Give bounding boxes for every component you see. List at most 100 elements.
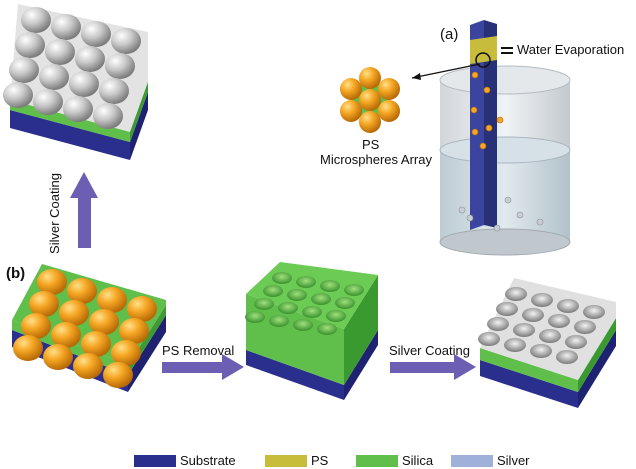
silver-sphere bbox=[9, 57, 39, 83]
ps-sphere bbox=[103, 362, 133, 388]
silver-hole bbox=[565, 335, 587, 349]
silica-hole bbox=[245, 311, 265, 323]
ps-microsphere bbox=[359, 89, 381, 111]
magnify-circle-icon bbox=[475, 52, 491, 68]
silver-sphere bbox=[93, 103, 123, 129]
silica-hole bbox=[263, 285, 283, 297]
floating-sphere bbox=[471, 128, 479, 136]
ps-microsphere bbox=[359, 111, 381, 133]
silver-hole bbox=[478, 332, 500, 346]
silver-hole bbox=[522, 308, 544, 322]
legend-silica-label: Silica bbox=[402, 453, 434, 468]
legend-ps-label: PS bbox=[311, 453, 329, 468]
silver-sphere bbox=[39, 64, 69, 90]
ps-sphere bbox=[37, 269, 67, 295]
silver-hole bbox=[496, 302, 518, 316]
ps-subtitle-label: Microspheres Array bbox=[320, 152, 432, 167]
ps-sphere bbox=[43, 344, 73, 370]
silver-hole bbox=[556, 350, 578, 364]
ps-sphere bbox=[21, 313, 51, 339]
silica-hole bbox=[320, 280, 340, 292]
silica-hole bbox=[296, 276, 316, 288]
legend-swatches bbox=[134, 455, 493, 467]
silver-coating-arrow bbox=[390, 354, 476, 380]
silver-sphere bbox=[3, 82, 33, 108]
ps-sphere bbox=[127, 296, 157, 322]
floating-sphere bbox=[471, 71, 479, 79]
ps-sphere bbox=[97, 287, 127, 313]
ps-microsphere bbox=[340, 100, 362, 122]
silica-hole-grid bbox=[245, 272, 364, 335]
silica-hole bbox=[311, 293, 331, 305]
silver-hole bbox=[530, 344, 552, 358]
silica-hole bbox=[344, 284, 364, 296]
silver-hole-grid bbox=[478, 287, 605, 364]
silver-hole bbox=[487, 317, 509, 331]
floating-sphere bbox=[493, 224, 501, 232]
legend-swatch bbox=[451, 455, 493, 467]
ps-title-label: PS bbox=[362, 137, 380, 152]
panel-a-label: (a) bbox=[440, 26, 459, 43]
ps-sphere bbox=[119, 318, 149, 344]
floating-sphere bbox=[470, 106, 478, 114]
silver-sphere-grid bbox=[3, 7, 141, 129]
silver-sphere bbox=[63, 96, 93, 122]
floating-sphere bbox=[466, 214, 474, 222]
silica-block bbox=[245, 262, 378, 400]
ps-microsphere bbox=[359, 67, 381, 89]
silver-sphere bbox=[99, 78, 129, 104]
silver-sphere bbox=[45, 39, 75, 65]
legend-substrate-label: Substrate bbox=[180, 453, 236, 468]
silica-hole bbox=[278, 302, 298, 314]
silver-hole bbox=[574, 320, 596, 334]
silver-sphere bbox=[51, 14, 81, 40]
silica-hole bbox=[287, 289, 307, 301]
silver-sphere bbox=[33, 89, 63, 115]
silver-holes-block bbox=[478, 278, 616, 408]
ps-sphere bbox=[59, 300, 89, 326]
silver-hole bbox=[539, 329, 561, 343]
silver-sphere bbox=[81, 21, 111, 47]
silica-hole bbox=[335, 297, 355, 309]
silver-coating-vertical-label: Silver Coating bbox=[46, 173, 62, 254]
silica-hole bbox=[293, 319, 313, 331]
legend-silver-label: Silver bbox=[497, 453, 530, 468]
silica-hole bbox=[269, 315, 289, 327]
ps-microsphere bbox=[340, 78, 362, 100]
water-evaporation-label: Water Evaporation bbox=[517, 42, 625, 57]
ps-sphere bbox=[111, 340, 141, 366]
silver-sphere bbox=[105, 53, 135, 79]
floating-sphere bbox=[536, 218, 544, 226]
ps-sphere bbox=[67, 278, 97, 304]
silica-hole bbox=[254, 298, 274, 310]
ps-sphere bbox=[29, 291, 59, 317]
silver-sphere bbox=[111, 28, 141, 54]
ps-removal-label: PS Removal bbox=[162, 343, 235, 358]
silver-coating-horizontal-label: Silver Coating bbox=[389, 343, 470, 358]
floating-sphere bbox=[516, 211, 524, 219]
ps-sphere bbox=[89, 309, 119, 335]
silica-hole bbox=[272, 272, 292, 284]
silver-hole bbox=[557, 299, 579, 313]
floating-sphere bbox=[496, 116, 504, 124]
ps-sphere bbox=[73, 353, 103, 379]
ps-sphere bbox=[81, 331, 111, 357]
silver-hole bbox=[583, 305, 605, 319]
silica-hole bbox=[326, 310, 346, 322]
panel-b-label: (b) bbox=[6, 265, 26, 282]
ps-microspheres-array bbox=[340, 67, 400, 133]
beaker-assembly bbox=[439, 20, 571, 256]
ps-microsphere bbox=[378, 100, 400, 122]
floating-sphere bbox=[504, 196, 512, 204]
silver-sphere bbox=[21, 7, 51, 33]
silver-sphere bbox=[15, 32, 45, 58]
floating-sphere bbox=[458, 206, 466, 214]
silver-hole bbox=[531, 293, 553, 307]
ps-removal-arrow bbox=[162, 354, 244, 380]
floating-microspheres bbox=[458, 71, 544, 232]
floating-sphere bbox=[483, 86, 491, 94]
ps-array-block bbox=[12, 264, 166, 392]
ps-sphere bbox=[51, 322, 81, 348]
floating-sphere bbox=[485, 124, 493, 132]
silver-sphere bbox=[75, 46, 105, 72]
